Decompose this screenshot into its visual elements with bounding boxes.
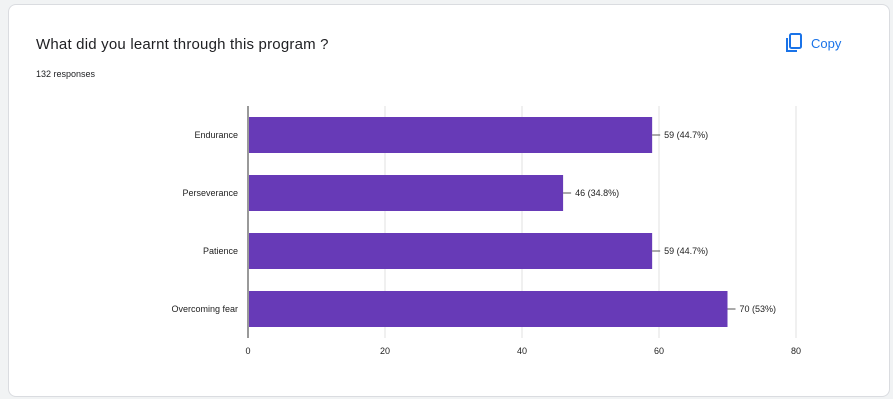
bar [249, 291, 728, 327]
category-label: Perseverance [182, 188, 238, 198]
copy-icon [785, 33, 803, 53]
data-label: 70 (53%) [740, 304, 777, 314]
question-title: What did you learnt through this program… [36, 36, 329, 53]
data-label: 46 (34.8%) [575, 188, 619, 198]
x-tick-label: 40 [517, 346, 527, 356]
data-label: 59 (44.7%) [664, 130, 708, 140]
x-tick-label: 80 [791, 346, 801, 356]
category-label: Overcoming fear [171, 304, 238, 314]
x-tick-label: 0 [245, 346, 250, 356]
response-count: 132 responses [36, 69, 96, 79]
data-label: 59 (44.7%) [664, 246, 708, 256]
bar [249, 175, 564, 211]
category-label: Patience [203, 246, 238, 256]
bar [249, 233, 653, 269]
x-tick-label: 20 [380, 346, 390, 356]
bar [249, 117, 653, 153]
category-label: Endurance [194, 130, 238, 140]
copy-button-label: Copy [811, 35, 842, 51]
x-tick-label: 60 [654, 346, 664, 356]
copy-button[interactable]: Copy [785, 31, 841, 55]
